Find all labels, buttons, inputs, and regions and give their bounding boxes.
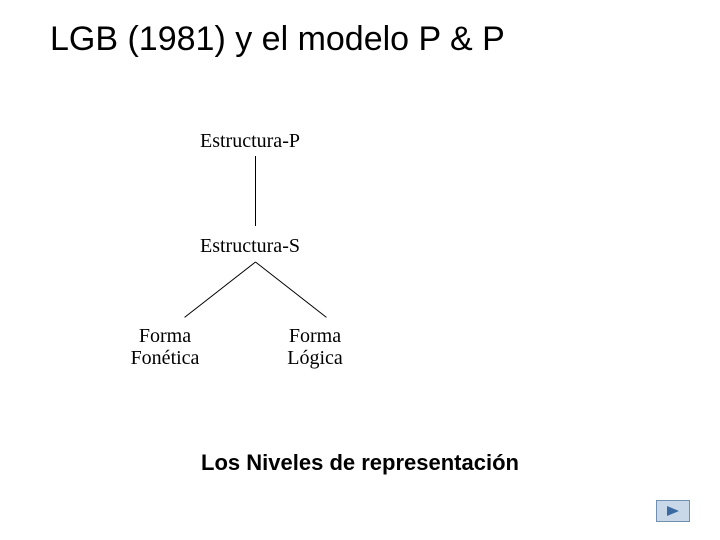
- next-slide-button[interactable]: [656, 500, 690, 522]
- node-forma-logica-line2: Lógica: [287, 347, 343, 369]
- edge-mid-left: [184, 262, 256, 318]
- node-estructura-p: Estructura-P: [200, 130, 300, 152]
- node-estructura-s: Estructura-S: [200, 235, 300, 257]
- page-title: LGB (1981) y el modelo P & P: [50, 20, 505, 59]
- subtitle: Los Niveles de representación: [0, 450, 720, 476]
- node-forma-logica-line1: Forma: [289, 325, 341, 347]
- edge-mid-right: [255, 262, 327, 318]
- node-forma-fonetica-line2: Fonética: [131, 347, 200, 369]
- tree-diagram: Estructura-P Estructura-S Forma Fonética…: [100, 130, 400, 410]
- node-forma-fonetica-line1: Forma: [139, 325, 191, 347]
- node-forma-fonetica: Forma Fonética: [120, 325, 210, 369]
- edge-root-mid: [255, 156, 256, 226]
- node-forma-logica: Forma Lógica: [275, 325, 355, 369]
- chevron-right-icon: [665, 504, 681, 518]
